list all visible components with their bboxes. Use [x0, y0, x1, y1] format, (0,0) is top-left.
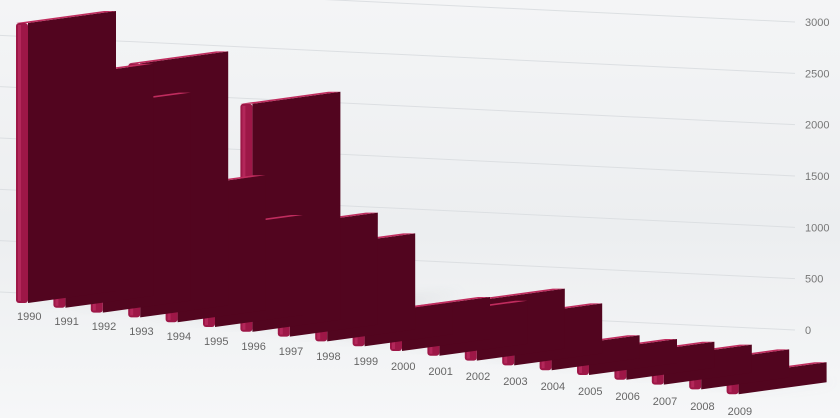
x-tick-label: 1998	[316, 351, 340, 363]
x-tick-label: 2003	[503, 376, 527, 388]
bar-front	[16, 23, 28, 303]
y-tick-label: 1500	[805, 171, 829, 183]
x-tick-label: 1999	[354, 356, 378, 368]
x-tick-label: 1990	[17, 311, 41, 323]
y-tick-label: 0	[805, 325, 811, 337]
bar-top	[16, 11, 116, 23]
x-tick-label: 2008	[690, 401, 714, 413]
x-tick-label: 2009	[728, 406, 752, 418]
x-tick-label: 1991	[54, 316, 78, 328]
bar-top	[128, 51, 229, 64]
y-tick-label: 500	[805, 274, 823, 286]
x-tick-label: 1995	[204, 336, 228, 348]
gridline	[0, 34, 796, 74]
bar-side	[28, 11, 116, 303]
y-axis: 3000 2500 2000 1500 1000 500 0	[805, 17, 829, 337]
x-tick-label: 2007	[653, 396, 677, 408]
bars	[16, 11, 827, 395]
y-tick-label: 3000	[805, 17, 829, 29]
gridline	[324, 0, 796, 23]
x-tick-label: 1992	[92, 321, 116, 333]
bar-highlight	[18, 25, 21, 301]
bar-top	[240, 91, 341, 104]
x-tick-label: 2004	[541, 381, 565, 393]
x-tick-label: 1993	[129, 326, 153, 338]
x-tick-label: 2000	[391, 361, 415, 373]
x-tick-label: 1996	[241, 341, 265, 353]
x-tick-label: 2001	[428, 366, 452, 378]
x-tick-label: 2006	[615, 391, 639, 403]
y-tick-label: 2500	[805, 68, 829, 80]
y-tick-label: 1000	[805, 222, 829, 234]
x-axis: 1990 1991 1992 1993 1994 1995 1996 1997 1998 1999…	[17, 311, 752, 418]
x-tick-label: 1997	[279, 346, 303, 358]
x-tick-label: 2002	[466, 371, 490, 383]
x-tick-label: 1994	[167, 331, 191, 343]
bar-1990	[16, 11, 116, 303]
y-tick-label: 2000	[805, 120, 829, 132]
x-tick-label: 2005	[578, 386, 602, 398]
